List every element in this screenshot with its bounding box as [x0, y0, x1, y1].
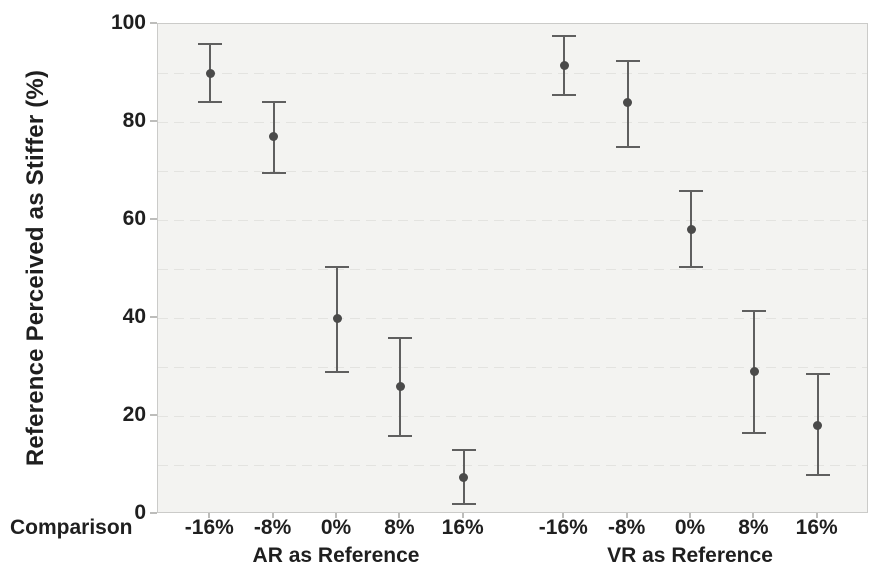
- y-gridline: [158, 122, 867, 123]
- x-tick-label: 16%: [441, 516, 484, 539]
- y-tick-label: 0: [134, 501, 146, 524]
- x-tick-label: -16%: [184, 516, 234, 539]
- y-gridline: [158, 465, 867, 466]
- error-bar-cap-bottom: [388, 434, 413, 437]
- data-point-marker: [686, 225, 696, 235]
- error-bar-cap-top: [805, 373, 830, 376]
- y-tick-label: 60: [122, 207, 146, 230]
- y-axis-title: Reference Perceived as Stiffer (%): [22, 69, 49, 467]
- error-bar-cap-top: [742, 309, 767, 312]
- error-bar-cap-bottom: [679, 265, 703, 268]
- x-tick-mark: [461, 513, 464, 518]
- x-group-label: AR as Reference: [252, 544, 420, 567]
- y-tick-label: 100: [110, 11, 146, 34]
- error-bar-cap-bottom: [615, 145, 640, 148]
- y-gridline: [158, 73, 867, 74]
- error-bar-cap-bottom: [552, 94, 577, 96]
- error-bar-cap-bottom: [198, 101, 223, 104]
- error-bar-cap-top: [679, 189, 703, 192]
- error-bar-cap-top: [552, 35, 577, 38]
- data-point-marker: [749, 367, 759, 377]
- y-gridline: [158, 220, 867, 221]
- y-tick-label: 20: [122, 403, 146, 426]
- data-point-marker: [459, 472, 469, 482]
- x-tick-mark: [689, 513, 691, 518]
- y-gridline: [158, 269, 867, 270]
- error-bar-cap-top: [451, 449, 476, 452]
- y-tick-mark: [150, 218, 157, 220]
- x-tick-label: 0%: [320, 516, 352, 539]
- error-bar-cap-top: [615, 59, 640, 62]
- error-bar-cap-top: [198, 42, 223, 45]
- x-tick-label: 8%: [738, 516, 769, 539]
- y-tick-mark: [150, 120, 157, 122]
- error-bar-cap-bottom: [325, 370, 349, 373]
- y-gridline: [158, 318, 867, 319]
- error-bar-cap-top: [325, 265, 349, 268]
- x-tick-mark: [752, 513, 755, 518]
- data-point-marker: [269, 132, 279, 142]
- x-tick-mark: [335, 513, 337, 518]
- y-gridline: [158, 416, 867, 417]
- data-point-marker: [623, 97, 633, 107]
- x-tick-label: -16%: [538, 516, 588, 539]
- y-tick-label: 40: [122, 305, 146, 328]
- x-tick-label: -8%: [608, 516, 646, 539]
- data-point-marker: [559, 61, 569, 71]
- error-bar-cap-bottom: [805, 473, 830, 476]
- x-tick-label: 8%: [384, 516, 415, 539]
- error-bar-cap-bottom: [261, 172, 286, 175]
- data-point-marker: [395, 382, 405, 392]
- x-tick-mark: [815, 513, 818, 518]
- data-point-marker: [205, 68, 215, 78]
- x-tick-mark: [398, 513, 401, 518]
- error-bar-cap-top: [388, 336, 413, 339]
- x-tick-mark: [208, 513, 211, 518]
- data-point-marker: [813, 421, 823, 431]
- y-gridline: [158, 367, 867, 368]
- error-bar-cap-bottom: [451, 503, 476, 506]
- x-axis-title: Comparison: [10, 516, 133, 539]
- x-tick-label: 16%: [795, 516, 838, 539]
- y-tick-mark: [150, 512, 157, 514]
- x-group-label: VR as Reference: [607, 544, 773, 567]
- x-tick-label: 0%: [674, 516, 706, 539]
- x-tick-mark: [271, 513, 274, 518]
- y-tick-mark: [150, 22, 157, 24]
- y-tick-mark: [150, 316, 157, 318]
- plot-panel: [157, 23, 868, 513]
- error-bar-cap-top: [261, 101, 286, 104]
- y-tick-label: 80: [122, 109, 146, 132]
- x-tick-mark: [562, 513, 565, 518]
- x-tick-label: -8%: [253, 516, 292, 539]
- y-gridline: [158, 171, 867, 172]
- error-bar-cap-bottom: [742, 432, 767, 435]
- y-tick-mark: [150, 414, 157, 416]
- data-point-marker: [332, 313, 342, 323]
- x-tick-mark: [625, 513, 628, 518]
